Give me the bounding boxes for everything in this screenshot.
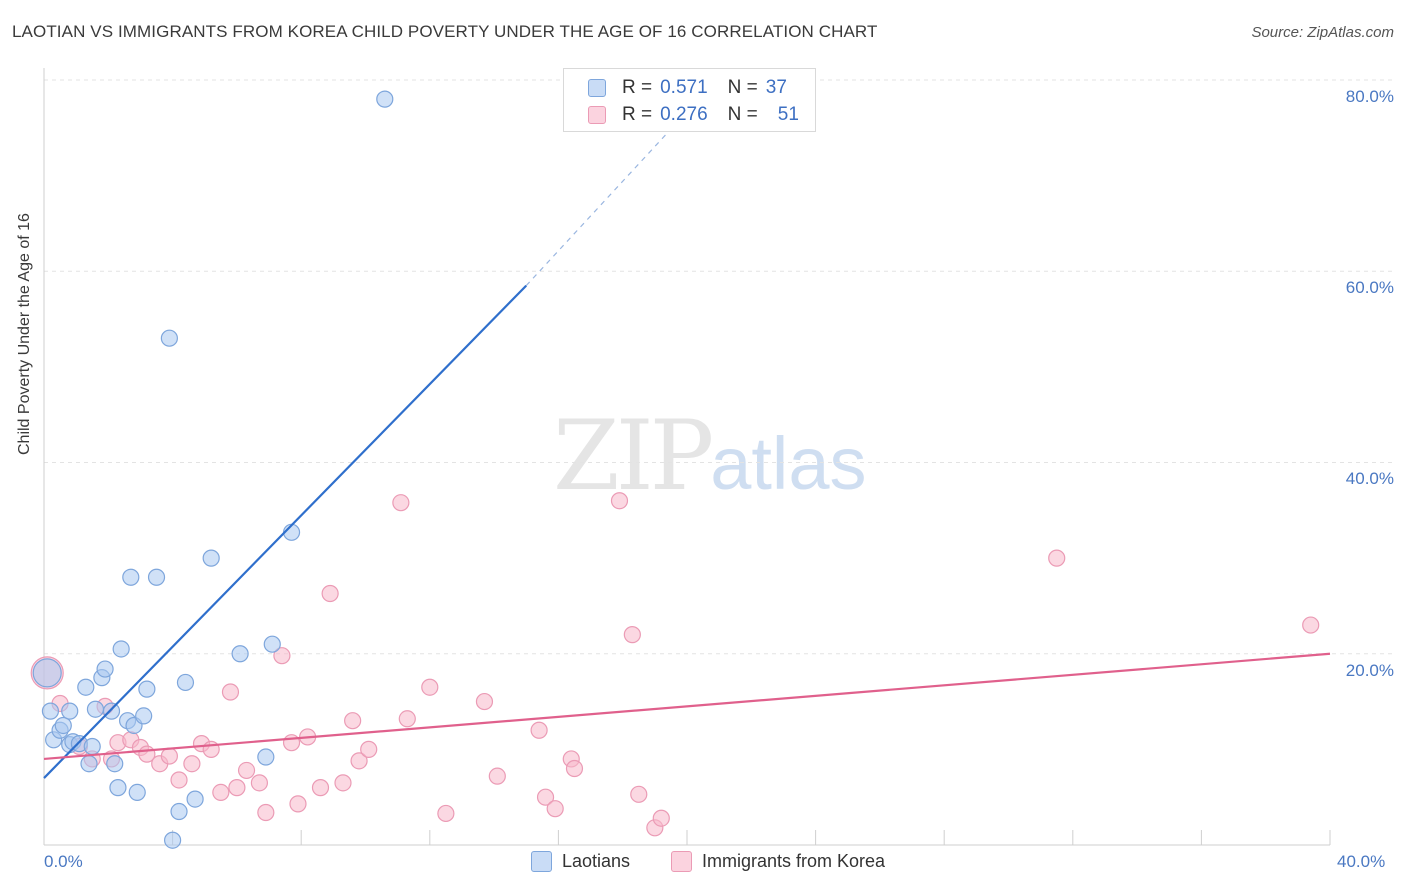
korea-point xyxy=(212,783,230,802)
laotian-point xyxy=(138,680,156,698)
korea-point xyxy=(228,779,246,797)
korea-point xyxy=(273,647,291,665)
laotian-point xyxy=(96,660,114,678)
korea-point xyxy=(237,761,256,780)
bottom-legend-korea: Immigrants from Korea xyxy=(671,851,885,872)
legend: R = 0.571 N = 37 R = 0.276 N = 51 xyxy=(563,68,816,132)
source-label: Source: ZipAtlas.com xyxy=(1251,24,1394,41)
laotian-point xyxy=(32,658,62,688)
watermark-atlas: atlas xyxy=(710,422,867,505)
y-tick-label: 60.0% xyxy=(1345,278,1394,297)
korea-point xyxy=(170,771,188,789)
bottom-legend-label-korea: Immigrants from Korea xyxy=(702,851,886,871)
x-tick-label: 40.0% xyxy=(1337,852,1386,871)
korea-point xyxy=(630,785,648,803)
korea-point xyxy=(344,712,362,730)
korea-point xyxy=(282,734,301,752)
legend-r-value: 0.571 xyxy=(660,77,708,98)
korea-point xyxy=(488,767,506,785)
korea-point xyxy=(421,678,439,696)
watermark-zip: ZIP xyxy=(553,400,714,512)
korea-point xyxy=(160,747,178,765)
korea-point xyxy=(1302,616,1320,634)
laotian-point xyxy=(257,748,275,766)
korea-point xyxy=(623,626,641,644)
laotian-point xyxy=(77,678,95,696)
x-tick-label: 0.0% xyxy=(44,852,83,871)
laotian-point xyxy=(102,702,121,720)
bottom-legend-swatch-laotians xyxy=(531,851,552,872)
laotian-point xyxy=(263,635,281,653)
laotian-point xyxy=(164,831,182,849)
legend-r-value: 0.276 xyxy=(660,104,708,125)
laotian-point xyxy=(231,645,249,663)
korea-point xyxy=(250,774,269,792)
laotian-point xyxy=(86,700,105,718)
legend-r-label: R = xyxy=(622,104,653,125)
legend-n-value: 37 xyxy=(765,77,787,98)
legend-n-label: N = xyxy=(727,104,758,125)
korea-point xyxy=(321,584,339,603)
laotian-point xyxy=(170,802,188,821)
laotian-point xyxy=(160,329,178,347)
laotian-point xyxy=(106,755,124,773)
korea-point xyxy=(475,692,494,711)
laotians-trend-line xyxy=(43,284,528,779)
laotian-point xyxy=(376,90,394,108)
korea-point xyxy=(398,710,416,728)
korea-point xyxy=(392,494,410,512)
korea-point xyxy=(1048,549,1066,567)
laotian-point xyxy=(61,702,79,720)
korea-point xyxy=(257,803,275,822)
korea-point xyxy=(652,809,670,827)
chart-title: LAOTIAN VS IMMIGRANTS FROM KOREA CHILD P… xyxy=(12,22,878,41)
bottom-legend-swatch-korea xyxy=(671,851,692,872)
laotian-point xyxy=(112,640,130,658)
legend-n-value: 51 xyxy=(777,104,799,125)
korea-point xyxy=(530,721,548,739)
laotian-point xyxy=(122,568,140,586)
legend-r-label: R = xyxy=(622,77,653,98)
korea-point xyxy=(610,492,629,510)
korea-point xyxy=(565,759,584,778)
laotian-point xyxy=(109,779,127,797)
legend-row-korea: R = 0.276 N = 51 xyxy=(588,104,799,126)
laotians-trend-extension xyxy=(525,93,704,287)
korea-point xyxy=(536,788,555,806)
laotian-point xyxy=(128,783,146,802)
korea-trend-line xyxy=(43,652,1331,761)
korea-point xyxy=(334,774,352,792)
korea-point xyxy=(360,740,378,758)
legend-row-laotians: R = 0.571 N = 37 xyxy=(588,77,787,99)
laotian-point xyxy=(202,549,220,567)
korea-point xyxy=(350,752,368,770)
korea-point xyxy=(289,795,307,813)
laotian-point xyxy=(135,707,153,725)
korea-point xyxy=(221,683,240,701)
y-axis-label: Child Poverty Under the Age of 16 xyxy=(16,213,33,455)
legend-swatch-korea xyxy=(588,106,606,124)
laotian-point xyxy=(54,716,72,735)
y-tick-label: 40.0% xyxy=(1345,469,1394,488)
y-tick-label: 80.0% xyxy=(1345,87,1394,106)
laotian-point xyxy=(176,673,195,692)
bottom-legend-laotians: Laotians xyxy=(531,851,630,872)
korea-point xyxy=(311,779,330,797)
laotian-point xyxy=(41,702,60,720)
watermark: ZIPatlas xyxy=(553,400,867,512)
y-tick-label: 20.0% xyxy=(1345,661,1394,680)
laotian-point xyxy=(186,790,204,808)
korea-point xyxy=(183,755,201,773)
laotian-point xyxy=(80,755,98,773)
legend-n-label: N = xyxy=(727,77,758,98)
korea-point xyxy=(546,800,564,818)
legend-swatch-laotians xyxy=(588,79,606,97)
laotian-point xyxy=(83,737,101,756)
korea-point xyxy=(437,804,455,823)
laotian-point xyxy=(147,568,166,586)
bottom-legend-label-laotians: Laotians xyxy=(562,851,631,871)
